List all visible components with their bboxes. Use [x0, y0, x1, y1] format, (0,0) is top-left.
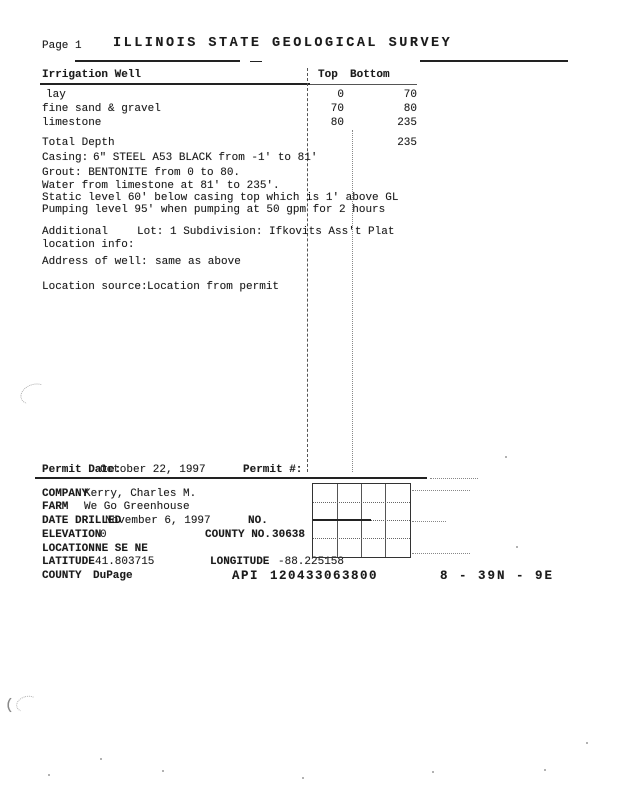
permit-date-value: October 22, 1997: [100, 464, 206, 476]
elevation-label: ELEVATION: [42, 529, 102, 541]
plat-grid-line: [313, 502, 410, 503]
permit-date-label: Permit Date:: [42, 464, 122, 476]
column-header-top: Top: [318, 69, 338, 81]
document-title: ILLINOIS STATE GEOLOGICAL SURVEY: [113, 36, 453, 51]
total-depth-label: Total Depth: [42, 137, 115, 149]
scan-artifact: [14, 693, 40, 715]
permit-number-label: Permit #:: [243, 464, 303, 476]
table-column-divider-1: [307, 68, 308, 472]
scan-artifact: [302, 777, 304, 779]
section-township-range-value: 8 - 39N - 9E: [440, 569, 555, 583]
county-value: DuPage: [93, 570, 133, 582]
plat-grid-heavy-line: [313, 519, 371, 521]
date-drilled-value: November 6, 1997: [105, 515, 211, 527]
no-label: NO.: [248, 515, 268, 527]
table-column-divider-2: [352, 130, 353, 472]
plat-grid-dotted-extension: [412, 490, 470, 491]
total-depth-value: 235: [397, 137, 417, 149]
column-header-bottom: Bottom: [350, 69, 390, 81]
farm-value: We Go Greenhouse: [84, 501, 190, 513]
additional-info-label-line1: Additional: [42, 226, 109, 238]
plat-grid-line: [313, 538, 410, 539]
api-number-value: 120433063800: [270, 569, 379, 583]
scan-artifact: [544, 769, 546, 771]
title-rule-left: [75, 60, 240, 62]
title-rule-right: [420, 60, 568, 62]
pumping-level-line: Pumping level 95' when pumping at 50 gpm…: [42, 204, 386, 216]
title-rule-dash: [250, 61, 262, 62]
permit-rule: [35, 477, 427, 479]
company-value: Kerry, Charles M.: [84, 488, 197, 500]
latitude-label: LATITUDE: [42, 556, 95, 568]
county-no-value: 30638: [272, 529, 306, 541]
longitude-label: LONGITUDE: [210, 556, 270, 568]
strata-top-depth: 80: [330, 117, 344, 129]
scan-artifact: [162, 770, 164, 772]
well-address-value: same as above: [155, 256, 241, 268]
strata-top-depth: 70: [330, 103, 344, 115]
header-rule-light: [310, 84, 417, 85]
section-plat-grid: [312, 483, 411, 558]
location-source-value: Location from permit: [147, 281, 280, 293]
date-drilled-label: DATE DRILLED: [42, 515, 122, 527]
strata-bottom-depth: 70: [403, 89, 417, 101]
county-label: COUNTY: [42, 570, 82, 582]
page-number-label: Page 1: [42, 40, 82, 52]
scan-artifact: [516, 546, 518, 548]
header-rule-heavy: [40, 83, 310, 85]
scan-artifact: [432, 771, 434, 773]
company-label: COMPANY: [42, 488, 89, 500]
latitude-value: 41.803715: [95, 556, 155, 568]
county-no-label: COUNTY NO.: [205, 529, 272, 541]
strata-bottom-depth: 80: [403, 103, 417, 115]
scan-artifact: [586, 742, 588, 744]
elevation-value: 0: [100, 529, 107, 541]
additional-info-label-line2: location info:: [42, 239, 135, 251]
strata-name: limestone: [42, 117, 102, 129]
casing-label: Casing:: [42, 152, 89, 164]
additional-info-value: Lot: 1 Subdivision: Ifkovits Ass't Plat: [137, 226, 395, 238]
plat-grid-dotted-extension: [412, 521, 446, 522]
strata-name: lay: [46, 89, 66, 101]
longitude-value: -88.225158: [278, 556, 345, 568]
strata-name: fine sand & gravel: [42, 103, 161, 115]
well-address-label: Address of well:: [42, 256, 148, 268]
location-source-label: Location source:: [42, 281, 148, 293]
scan-artifact: [48, 774, 50, 776]
scan-artifact: [17, 379, 51, 409]
scan-artifact: [100, 758, 102, 760]
location-value: NE SE NE: [95, 543, 148, 555]
api-label: API: [232, 569, 260, 583]
strata-bottom-depth: 235: [397, 117, 417, 129]
well-type-label: Irrigation Well: [42, 69, 142, 81]
water-line: Water from limestone at 81' to 235'.: [42, 180, 280, 192]
farm-label: FARM: [42, 501, 69, 513]
grout-line: Grout: BENTONITE from 0 to 80.: [42, 167, 241, 179]
static-level-line: Static level 60' below casing top which …: [42, 192, 399, 204]
strata-top-depth: 0: [337, 89, 344, 101]
location-label: LOCATION: [42, 543, 95, 555]
scan-artifact: [505, 456, 507, 458]
permit-rule-dotted: [430, 478, 478, 479]
plat-grid-dotted-extension: [412, 553, 470, 554]
casing-value: 6" STEEL A53 BLACK from -1' to 81': [93, 152, 318, 164]
scan-artifact: (: [5, 697, 15, 714]
